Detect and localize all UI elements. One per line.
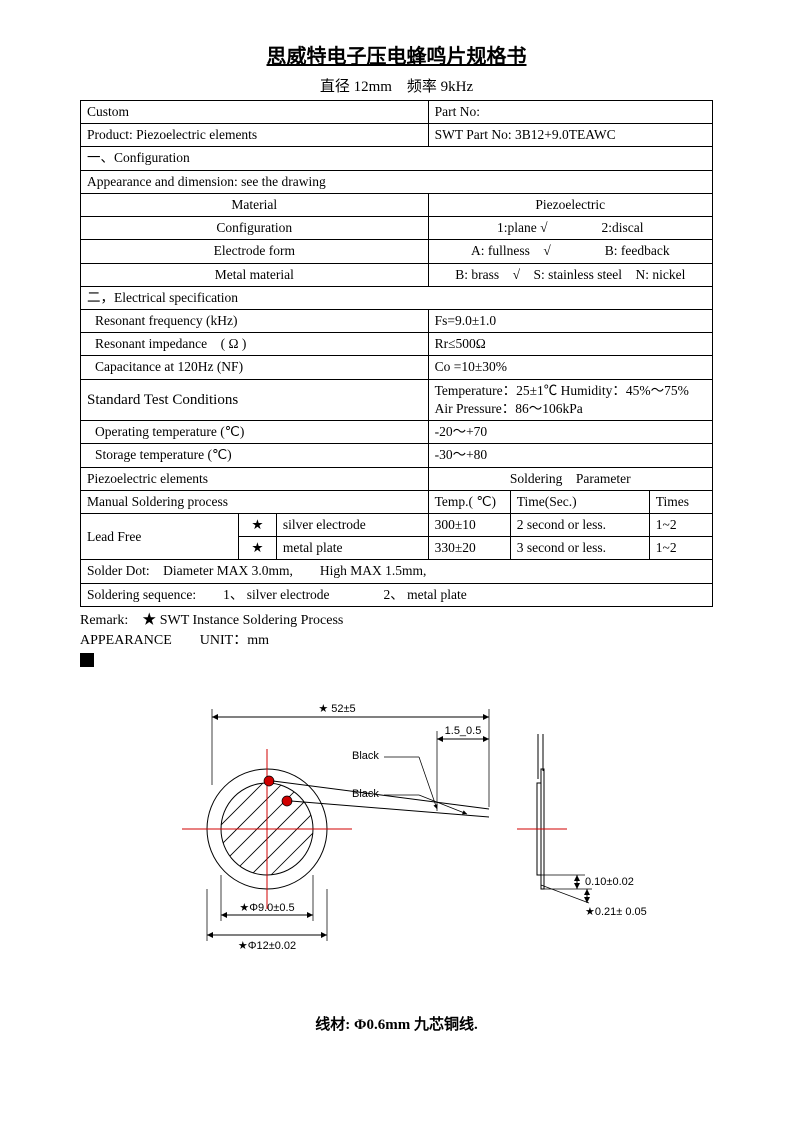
time-col: Time(Sec.) bbox=[510, 490, 649, 513]
piezo-elem-label: Piezoelectric elements bbox=[81, 467, 429, 490]
optemp-label: Operating temperature (℃) bbox=[81, 421, 429, 444]
material-header: Material bbox=[81, 193, 429, 216]
config-value: 1:plane √ 2:discal bbox=[428, 217, 712, 240]
metal-plate: metal plate bbox=[276, 537, 428, 560]
document-subtitle: 直径 12mm 频率 9kHz bbox=[80, 75, 713, 96]
partno-label-cell: Part No: bbox=[428, 101, 712, 124]
config-label: Configuration bbox=[81, 217, 429, 240]
times-col: Times bbox=[649, 490, 712, 513]
stdcond-label: Standard Test Conditions bbox=[81, 379, 429, 420]
remark-line-1: Remark: ★ SWT Instance Soldering Process bbox=[80, 611, 713, 631]
sttemp-value: -30～+80 bbox=[428, 444, 712, 467]
silver-electrode: silver electrode bbox=[276, 513, 428, 536]
product-cell: Product: Piezoelectric elements bbox=[81, 124, 429, 147]
metal-label: Metal material bbox=[81, 263, 429, 286]
stdcond-value: Temperature：25±1℃ Humidity：45%～75% Air P… bbox=[428, 379, 712, 420]
dim-sep: 1.5_0.5 bbox=[444, 725, 481, 737]
temp-col: Temp.( ℃) bbox=[428, 490, 510, 513]
star-icon-1: ★ bbox=[239, 513, 277, 536]
electrode-value: A: fullness √ B: feedback bbox=[428, 240, 712, 263]
manual-solder-label: Manual Soldering process bbox=[81, 490, 429, 513]
piezo-header: Piezoelectric bbox=[428, 193, 712, 216]
swt-partno-cell: SWT Part No: 3B12+9.0TEAWC bbox=[428, 124, 712, 147]
solder-param-label: Soldering Parameter bbox=[428, 467, 712, 490]
cap-value: Co =10±30% bbox=[428, 356, 712, 379]
sttemp-label: Storage temperature (℃) bbox=[81, 444, 429, 467]
optemp-value: -20～+70 bbox=[428, 421, 712, 444]
electrode-label: Electrode form bbox=[81, 240, 429, 263]
lead-label-a: Black bbox=[352, 750, 379, 762]
engineering-drawing: ★ 52±5 1.5_0.5 Black Black bbox=[80, 689, 713, 989]
freq-label: Resonant frequency (kHz) bbox=[81, 309, 429, 332]
section-electrical: 二，Electrical specification bbox=[81, 286, 713, 309]
freq-value: Fs=9.0±1.0 bbox=[428, 309, 712, 332]
document-title: 思威特电子压电蜂鸣片规格书 bbox=[80, 40, 713, 69]
metal-value: B: brass √ S: stainless steel N: nickel bbox=[428, 263, 712, 286]
silver-times: 1~2 bbox=[649, 513, 712, 536]
dim-dia-outer: ★Φ12±0.02 bbox=[237, 940, 295, 952]
imp-value: Rr≤500Ω bbox=[428, 333, 712, 356]
custom-cell: Custom bbox=[81, 101, 429, 124]
spec-table: Custom Part No: Product: Piezoelectric e… bbox=[80, 100, 713, 607]
appearance-marker-icon bbox=[80, 653, 94, 667]
section-config: 一、Configuration bbox=[81, 147, 713, 170]
dim-dia-inner: ★Φ9.0±0.5 bbox=[239, 902, 294, 914]
metal-temp: 330±20 bbox=[428, 537, 510, 560]
imp-label: Resonant impedance ( Ω ) bbox=[81, 333, 429, 356]
metal-times: 1~2 bbox=[649, 537, 712, 560]
cap-label: Capacitance at 120Hz (NF) bbox=[81, 356, 429, 379]
wire-material-note: 线材: Φ0.6mm 九芯铜线. bbox=[80, 1013, 713, 1034]
solder-seq-row: Soldering sequence: 1、 silver electrode … bbox=[81, 583, 713, 606]
dim-width: ★ 52±5 bbox=[318, 703, 355, 715]
silver-temp: 300±10 bbox=[428, 513, 510, 536]
remark-line-2: APPEARANCE UNIT：mm bbox=[80, 631, 713, 651]
solder-dot-row: Solder Dot: Diameter MAX 3.0mm, High MAX… bbox=[81, 560, 713, 583]
lead-free-label: Lead Free bbox=[81, 513, 239, 559]
dim-thick-a: 0.10±0.02 bbox=[585, 876, 634, 888]
metal-time: 3 second or less. bbox=[510, 537, 649, 560]
silver-time: 2 second or less. bbox=[510, 513, 649, 536]
appearance-cell: Appearance and dimension: see the drawin… bbox=[81, 170, 713, 193]
dim-thick-b: ★0.21± 0.05 bbox=[585, 906, 647, 918]
star-icon-2: ★ bbox=[239, 537, 277, 560]
